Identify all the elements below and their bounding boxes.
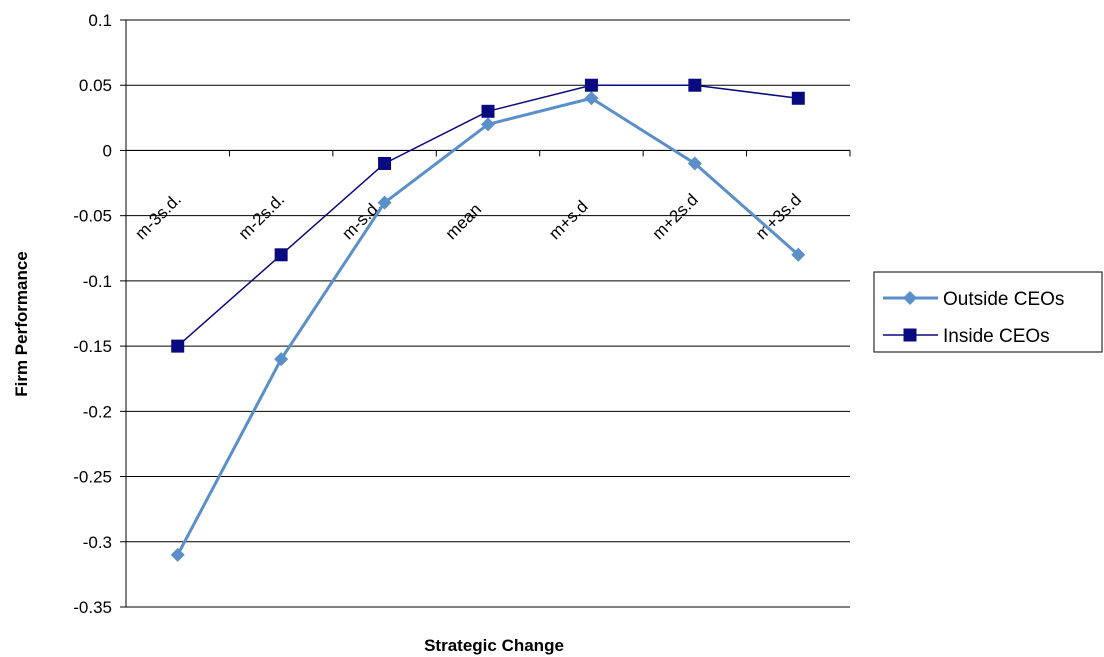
- legend-label: Inside CEOs: [943, 326, 1050, 347]
- category-label: m-2s.d.: [235, 190, 289, 244]
- axes: [125, 20, 851, 607]
- data-point: [274, 352, 289, 367]
- category-label: m+3s.d: [752, 190, 805, 243]
- y-tick-label: 0.05: [79, 76, 112, 95]
- y-tick-label: -0.2: [83, 402, 112, 421]
- legend-label: Outside CEOs: [943, 289, 1064, 310]
- data-point: [791, 247, 806, 262]
- data-point: [274, 248, 288, 262]
- y-tick-label: 0: [103, 141, 112, 160]
- legend: Outside CEOs Inside CEOs: [873, 271, 1103, 353]
- y-axis-title: Firm Performance: [12, 251, 31, 397]
- data-point: [791, 91, 805, 105]
- data-point: [481, 104, 495, 118]
- data-point: [687, 156, 702, 171]
- y-tick-label: -0.1: [83, 272, 112, 291]
- data-point: [377, 195, 392, 210]
- series-inside-ceos: [171, 78, 805, 353]
- y-tick-label: -0.35: [73, 598, 112, 617]
- data-point: [903, 328, 917, 342]
- y-tick-label: -0.25: [73, 468, 112, 487]
- data-point: [170, 547, 185, 562]
- y-tick-label: -0.05: [73, 207, 112, 226]
- category-label: m-3s.d.: [131, 190, 185, 244]
- series-outside-ceos: [170, 91, 806, 562]
- data-point: [171, 339, 185, 353]
- y-tick-label: -0.15: [73, 337, 112, 356]
- category-label: m+2s.d: [649, 190, 702, 243]
- y-tick-labels: 0.1 0.05 0 -0.05 -0.1 -0.15 -0.2 -0.25 -0.3 -0.35: [73, 11, 126, 617]
- data-point: [903, 291, 917, 305]
- data-point: [688, 78, 702, 92]
- data-point: [584, 91, 599, 106]
- series-lines: [170, 78, 806, 562]
- category-label: mean: [442, 200, 486, 244]
- category-label: m+s.d: [545, 197, 592, 244]
- y-tick-label: -0.3: [83, 533, 112, 552]
- series-line: [176, 96, 800, 556]
- y-tick-label: 0.1: [88, 11, 112, 30]
- data-point: [378, 156, 392, 170]
- x-axis-title: Strategic Change: [424, 636, 564, 655]
- category-labels: m-3s.d. m-2s.d. m-s.d. mean m+s.d m+2s.d m+3s.…: [131, 190, 805, 244]
- data-point: [584, 78, 598, 92]
- data-point: [481, 117, 495, 132]
